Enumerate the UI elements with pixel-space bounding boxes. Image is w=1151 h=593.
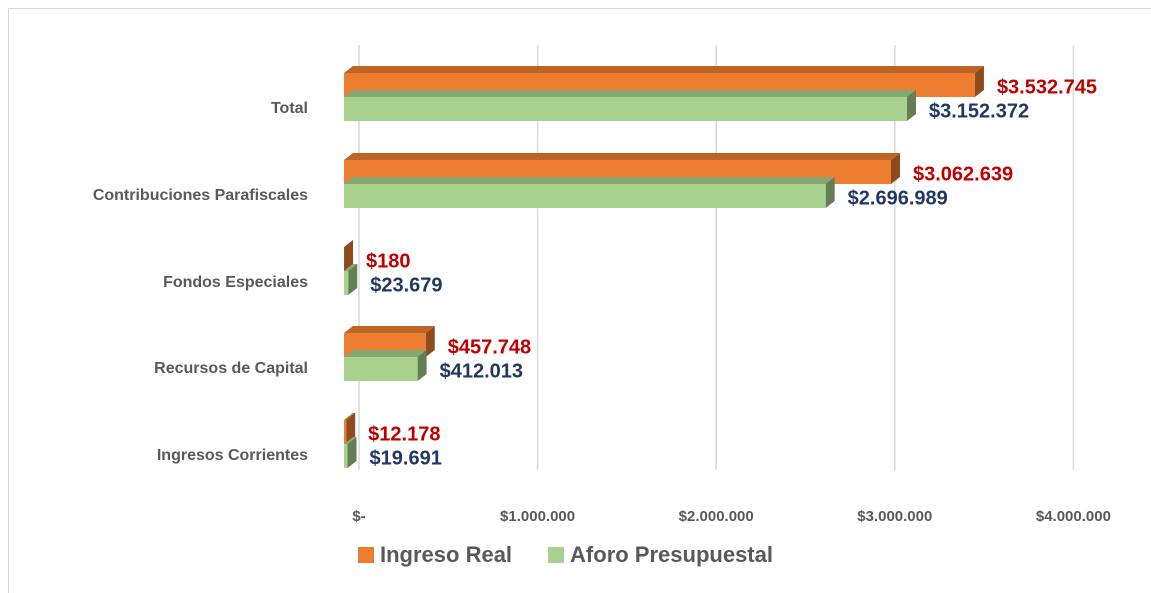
bar [344, 97, 908, 121]
x-tick-label: $4.000.000 [1036, 508, 1111, 525]
bar-top [344, 326, 435, 333]
bar-top [344, 240, 354, 247]
data-label: $3.532.745 [997, 76, 1097, 98]
bar-top [344, 153, 900, 160]
data-label: $457.748 [448, 336, 531, 358]
bar-side [890, 153, 900, 184]
y-tick-label: Recursos de Capital [154, 360, 308, 377]
x-tick-label: $- [352, 508, 365, 525]
x-tick-label: $3.000.000 [857, 508, 932, 525]
bar-side [907, 90, 917, 121]
bar [344, 357, 418, 381]
data-label: $3.152.372 [929, 100, 1029, 122]
bar [344, 184, 826, 208]
data-label: $2.696.989 [848, 187, 948, 209]
bar-top [344, 264, 358, 271]
legend-label: Aforo Presupuestal [570, 542, 773, 567]
bar-top [344, 350, 427, 357]
chart-frame [8, 8, 1151, 593]
data-label: $412.013 [440, 360, 523, 382]
bar-side [425, 326, 435, 357]
bar-top [344, 66, 984, 73]
bar-top [344, 90, 917, 97]
bar-top [344, 413, 356, 420]
y-tick-label: Fondos Especiales [163, 274, 308, 291]
bar [344, 420, 347, 444]
y-tick-label: Ingresos Corrientes [157, 447, 308, 464]
bar-side [825, 177, 835, 208]
data-label: $23.679 [370, 274, 442, 296]
data-label: $3.062.639 [913, 163, 1013, 185]
x-tick-label: $2.000.000 [679, 508, 754, 525]
y-tick-label: Total [271, 100, 308, 117]
bar-side [348, 264, 358, 295]
bar-side [344, 240, 354, 271]
bar-side [347, 437, 357, 468]
data-label: $180 [366, 250, 411, 272]
legend-swatch [358, 547, 374, 563]
bar-top [344, 177, 835, 184]
data-label: $19.691 [370, 447, 442, 469]
bar [344, 444, 348, 468]
legend-label: Ingreso Real [380, 542, 512, 567]
legend-swatch [548, 547, 565, 563]
bar-side [346, 413, 356, 444]
bar-side [974, 66, 984, 97]
bar [344, 271, 349, 295]
y-tick-label: Contribuciones Parafiscales [93, 187, 308, 204]
x-tick-label: $1.000.000 [500, 508, 575, 525]
bar-side [417, 350, 427, 381]
bar-top [344, 437, 357, 444]
data-label: $12.178 [368, 423, 440, 445]
